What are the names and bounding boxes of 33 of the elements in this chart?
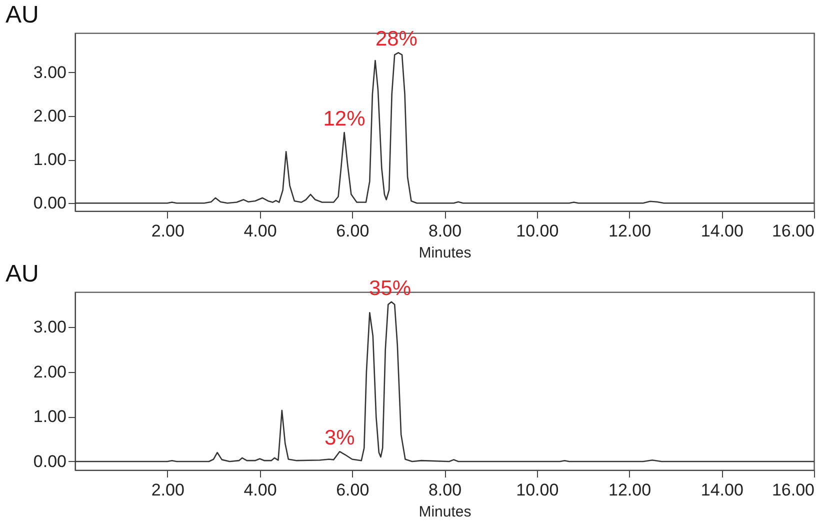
x-tick-label: 6.00	[336, 222, 370, 240]
y-axis-title: AU	[6, 260, 39, 288]
y-tick-label: 0.00	[33, 452, 66, 471]
y-tick-label: 1.00	[33, 407, 66, 426]
annotation: 12%	[323, 107, 366, 130]
x-tick-label: 14.00	[700, 480, 744, 500]
x-axis-title: Minutes	[418, 244, 472, 262]
x-tick-label: 6.00	[336, 480, 370, 500]
line-series	[75, 52, 814, 204]
x-tick-label: 4.00	[244, 222, 277, 240]
x-tick-label: 10.00	[516, 222, 559, 240]
x-tick-label: 16.00	[772, 480, 814, 500]
x-tick-label: 2.00	[151, 480, 184, 500]
y-tick-label: 2.00	[33, 362, 66, 382]
y-tick-label: 2.00	[33, 106, 66, 126]
x-tick-label: 10.00	[516, 480, 559, 500]
y-tick-label: 3.00	[33, 62, 66, 82]
x-tick-label: 16.00	[772, 222, 814, 240]
x-tick-label: 14.00	[700, 222, 744, 240]
x-tick-label: 4.00	[244, 480, 277, 500]
annotation: 28%	[375, 28, 418, 51]
x-tick-label: 2.00	[151, 222, 184, 240]
y-tick-label: 1.00	[33, 150, 66, 170]
line-series	[75, 301, 814, 462]
x-tick-label: 12.00	[608, 480, 652, 500]
x-tick-label: 8.00	[428, 480, 462, 500]
y-tick-label: 0.00	[33, 194, 66, 213]
x-axis-title: Minutes	[418, 504, 472, 520]
annotation: 3%	[324, 426, 355, 450]
y-tick-label: 3.00	[33, 317, 66, 336]
y-axis-title: AU	[6, 2, 39, 28]
x-tick-label: 8.00	[428, 222, 462, 240]
x-tick-label: 12.00	[608, 222, 652, 240]
